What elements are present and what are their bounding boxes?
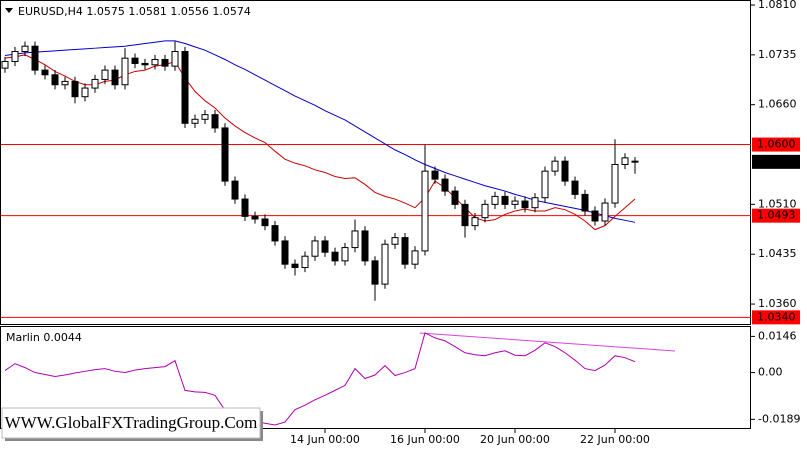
candle-body (111, 69, 119, 86)
candle-body (461, 203, 469, 227)
candle-body (341, 247, 349, 262)
candle-body (31, 45, 39, 71)
candle-body (11, 51, 19, 62)
candle-body (231, 180, 239, 200)
candle-body (281, 240, 289, 265)
price-level-label: 1.0600 (757, 138, 796, 151)
candle-body (311, 240, 319, 257)
candle-body (271, 225, 279, 242)
candle-body (631, 160, 639, 163)
candle-body (321, 240, 329, 253)
watermark: WWW.GlobalFXTradingGroup.Com (5, 413, 258, 432)
x-tick-label: 22 Jun 00:00 (580, 433, 650, 446)
candle-body (621, 157, 629, 165)
watermark-box: WWW.GlobalFXTradingGroup.Com (1, 407, 263, 441)
y-tick-label: -0.0189 (758, 412, 800, 425)
candle-body (471, 217, 479, 227)
candle-body (581, 193, 589, 212)
menu-triangle[interactable] (5, 8, 13, 13)
candle-body (161, 58, 169, 67)
candle-body (421, 170, 429, 252)
candle-body (171, 51, 179, 67)
candle-body (81, 87, 89, 98)
candle-body (411, 250, 419, 265)
candle-body (491, 195, 499, 205)
candle-body (1, 60, 9, 69)
candle-body (351, 230, 359, 249)
trendline (419, 332, 676, 352)
candle-body (301, 255, 309, 269)
candle-body (91, 78, 99, 89)
price-level-tag (752, 310, 800, 325)
moving-average (4, 54, 636, 231)
x-tick-label: 20 Jun 00:00 (480, 433, 550, 446)
candle-body (41, 69, 49, 76)
y-tick-label: 1.0435 (758, 247, 797, 260)
candle-body (361, 230, 369, 262)
watermark-bg (1, 407, 261, 439)
candle-body (441, 178, 449, 192)
moving-average (4, 40, 636, 223)
candle-body (431, 170, 439, 180)
candle-body (611, 163, 619, 204)
price-level-tag (752, 137, 800, 152)
candle-body (401, 237, 409, 265)
candle-body (121, 57, 129, 86)
y-tick-label: 1.0660 (758, 98, 797, 111)
candle-body (601, 202, 609, 222)
candle-body (501, 195, 509, 205)
candle-body (511, 200, 519, 205)
candle-body (251, 215, 259, 220)
candle-body (451, 190, 459, 205)
candle-body (371, 260, 379, 285)
candle-body (71, 80, 79, 98)
candle-body (101, 69, 109, 80)
y-tick-label: 1.0810 (758, 0, 797, 11)
candle-body (141, 62, 149, 66)
candle-body (131, 57, 139, 64)
candle-body (551, 160, 559, 172)
candle-body (211, 114, 219, 129)
y-tick-label: 0.0146 (758, 329, 797, 342)
y-tick-label: 0.00 (758, 366, 783, 379)
candle-body (521, 200, 529, 209)
candle-body (201, 114, 209, 120)
candle-body (481, 203, 489, 219)
indicator-line (4, 332, 636, 426)
candle-body (261, 218, 269, 227)
main-panel (0, 0, 751, 325)
price-level-label: 1.0340 (757, 310, 796, 323)
last-price-tag (752, 154, 800, 169)
candle-body (381, 243, 389, 285)
candle-body (21, 45, 29, 53)
indicator-panel (0, 326, 751, 429)
candle-body (541, 170, 549, 199)
candle-body (571, 180, 579, 195)
candle-body (181, 51, 189, 124)
symbol-header: EURUSD,H4 1.0575 1.0581 1.0556 1.0574 (18, 5, 251, 18)
candle-body (391, 237, 399, 245)
x-tick-label: 14 Jun 00:00 (290, 433, 360, 446)
candle-body (221, 127, 229, 182)
y-tick-label: 1.0735 (758, 48, 797, 61)
x-tick-label: 16 Jun 00:00 (390, 433, 460, 446)
y-tick-label: 1.0510 (758, 197, 797, 210)
candle-body (591, 210, 599, 222)
price-level-tag (752, 208, 800, 223)
y-tick-label: 1.0360 (758, 297, 797, 310)
candle-body (241, 198, 249, 217)
indicator-label: Marlin 0.0044 (6, 331, 82, 344)
candle-body (61, 80, 69, 86)
candle-body (531, 197, 539, 209)
candle-body (561, 160, 569, 182)
candle-body (331, 251, 339, 262)
candle-body (191, 118, 199, 124)
candle-body (51, 74, 59, 86)
candle-body (291, 263, 299, 269)
candle-body (151, 58, 159, 66)
last-price-label: 1.0574 (757, 155, 796, 168)
price-level-label: 1.0493 (757, 209, 796, 222)
